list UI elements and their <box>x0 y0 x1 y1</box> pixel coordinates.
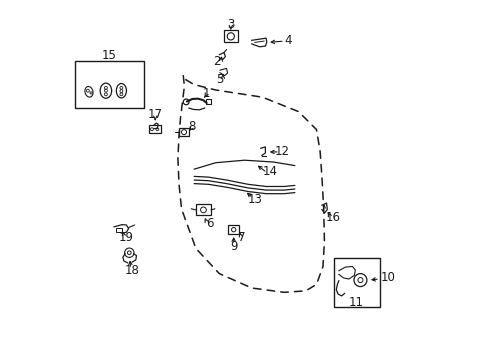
Text: 7: 7 <box>238 231 245 244</box>
Bar <box>196 204 211 215</box>
Text: 2: 2 <box>213 55 221 68</box>
Text: 6: 6 <box>205 217 213 230</box>
Text: 17: 17 <box>147 108 163 121</box>
Text: 12: 12 <box>274 145 289 158</box>
Text: 1: 1 <box>202 87 209 100</box>
Text: 4: 4 <box>284 34 291 47</box>
Bar <box>228 225 239 234</box>
Text: 8: 8 <box>188 120 196 133</box>
Bar <box>115 228 122 232</box>
Text: 3: 3 <box>226 18 234 31</box>
Text: 11: 11 <box>348 296 363 309</box>
Text: 19: 19 <box>119 231 134 244</box>
Text: 15: 15 <box>102 49 117 62</box>
Bar <box>333 258 379 307</box>
Text: 10: 10 <box>380 271 395 284</box>
Bar <box>149 125 160 133</box>
Text: 14: 14 <box>262 165 277 177</box>
Bar <box>205 99 211 104</box>
Text: 16: 16 <box>325 211 340 224</box>
Text: 5: 5 <box>216 73 223 86</box>
Bar <box>75 61 143 108</box>
Bar <box>179 128 189 136</box>
Text: 13: 13 <box>247 193 262 206</box>
Bar <box>224 30 237 42</box>
Text: 18: 18 <box>124 264 140 277</box>
Text: 9: 9 <box>229 240 237 253</box>
